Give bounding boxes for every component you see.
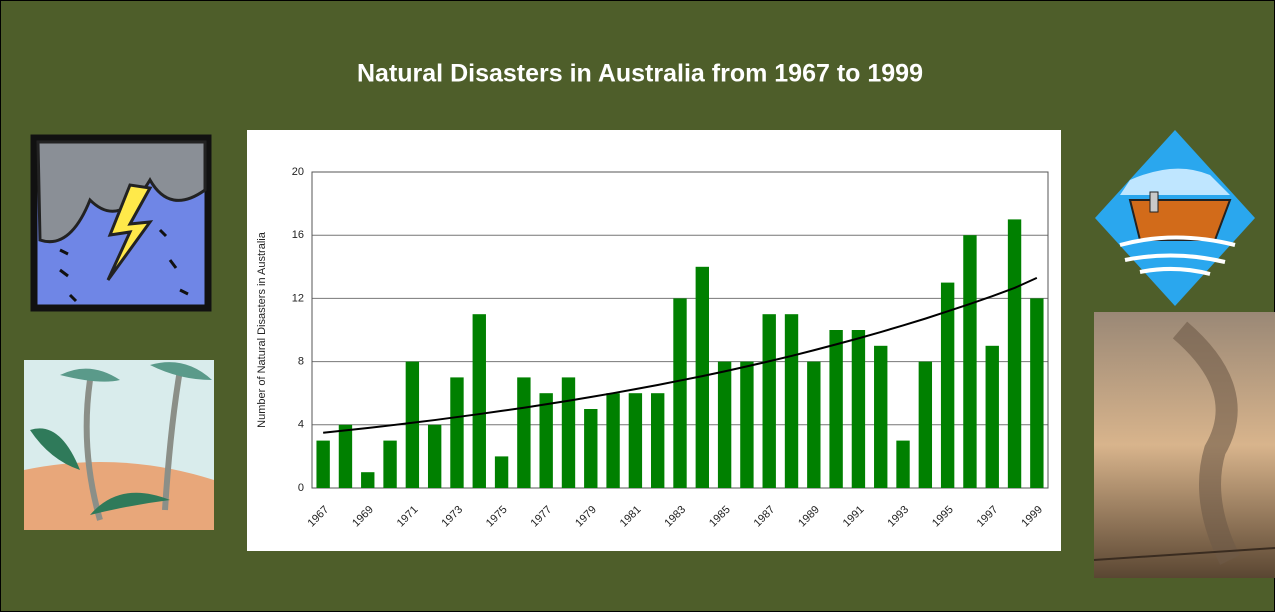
y-tick-label: 0 — [298, 482, 304, 494]
bar — [874, 345, 888, 488]
bar — [338, 424, 353, 488]
bar — [940, 282, 955, 488]
bar — [383, 440, 397, 488]
bar — [405, 361, 420, 488]
y-axis-title: Number of Natural Disasters in Australia — [256, 231, 268, 428]
bar — [762, 314, 776, 488]
storm-clipart — [30, 134, 212, 312]
bar — [829, 330, 843, 488]
y-tick-label: 20 — [292, 166, 304, 178]
bar — [316, 440, 330, 488]
bar — [628, 393, 643, 488]
bar — [494, 456, 509, 488]
tornado-photo — [1093, 312, 1275, 578]
bar — [896, 440, 910, 488]
bar — [673, 298, 687, 488]
bar — [740, 361, 754, 488]
bar — [651, 393, 665, 488]
bar — [517, 377, 531, 488]
bar — [450, 377, 464, 488]
bar — [963, 235, 977, 488]
y-tick-label: 12 — [292, 292, 304, 304]
bar — [985, 345, 999, 488]
bar — [561, 377, 576, 488]
bar — [784, 314, 799, 488]
chart-title: Natural Disasters in Australia from 1967… — [357, 60, 923, 88]
bar — [539, 393, 553, 488]
bar — [427, 424, 442, 488]
bar — [606, 393, 620, 488]
flood-clipart — [1095, 130, 1255, 306]
bar — [695, 266, 709, 488]
bar — [717, 361, 732, 488]
bar — [584, 409, 598, 488]
bar — [472, 314, 486, 488]
bar — [1007, 219, 1022, 488]
palm-clipart — [24, 360, 214, 530]
y-tick-label: 4 — [298, 419, 304, 431]
trendline — [323, 276, 1038, 434]
bar — [918, 361, 933, 488]
bar — [361, 472, 375, 488]
y-tick-label: 16 — [292, 229, 304, 241]
bar — [851, 330, 866, 488]
y-tick-label: 8 — [298, 356, 304, 368]
bar — [807, 361, 821, 488]
bar — [1030, 298, 1044, 488]
